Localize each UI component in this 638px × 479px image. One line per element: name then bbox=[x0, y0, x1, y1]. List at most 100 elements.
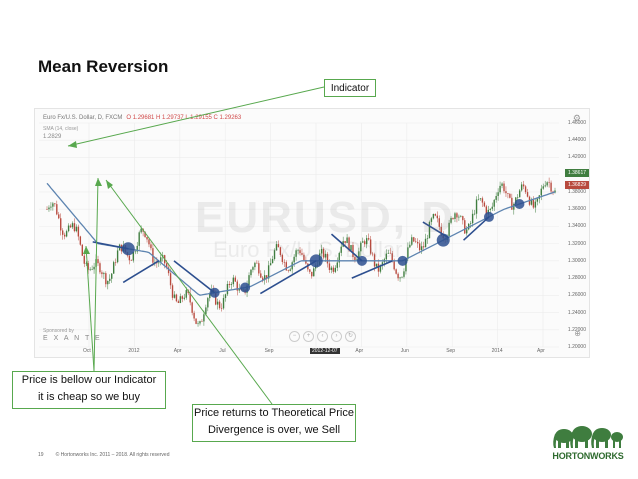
buy-callout: Price is bellow our Indicator it is chea… bbox=[12, 371, 166, 409]
candle-body bbox=[501, 183, 503, 186]
y-tick-label: 1.24000 bbox=[567, 309, 586, 316]
candle-body bbox=[136, 245, 138, 252]
candle-body bbox=[532, 199, 535, 208]
candle-body bbox=[83, 255, 85, 264]
candle-body bbox=[454, 213, 456, 220]
zoom-in-icon[interactable]: + bbox=[303, 331, 314, 342]
candle-body bbox=[422, 246, 425, 248]
reversion-stroke bbox=[173, 260, 216, 294]
candle-body bbox=[377, 263, 380, 272]
candle-body bbox=[134, 251, 136, 253]
reversion-marker bbox=[514, 198, 525, 209]
candle-body bbox=[46, 209, 48, 210]
candle-body bbox=[264, 275, 266, 281]
y-tick-label: 1.36000 bbox=[567, 206, 586, 213]
y-tick-label: 1.34000 bbox=[567, 223, 586, 230]
candle-body bbox=[324, 253, 327, 258]
candle-body bbox=[205, 307, 207, 315]
candle-body bbox=[362, 241, 364, 243]
candle-body bbox=[546, 182, 548, 186]
candle-body bbox=[128, 255, 131, 261]
candle-body bbox=[252, 267, 254, 270]
candle-body bbox=[481, 198, 484, 203]
candle-body bbox=[375, 263, 378, 267]
hortonworks-logo: HORTONWORKS bbox=[552, 424, 624, 466]
candle-body bbox=[479, 198, 482, 200]
candle-body bbox=[364, 241, 366, 245]
candle-body bbox=[403, 271, 405, 277]
candle-body bbox=[234, 277, 236, 282]
candle-body bbox=[54, 203, 56, 205]
candle-body bbox=[309, 269, 311, 272]
y-tick-label: 1.22000 bbox=[567, 326, 586, 333]
candle-body bbox=[50, 206, 52, 208]
x-tick-label: Sep bbox=[446, 348, 456, 354]
price-tag: 1.38617 bbox=[565, 169, 589, 177]
candle-body bbox=[356, 259, 358, 261]
candle-body bbox=[283, 261, 286, 263]
candle-body bbox=[477, 199, 480, 200]
candle-body bbox=[71, 223, 74, 228]
candle-body bbox=[111, 273, 113, 279]
candle-body bbox=[224, 294, 227, 299]
candle-body bbox=[548, 182, 550, 183]
x-tick-label: Apr bbox=[173, 348, 182, 354]
candle-body bbox=[248, 275, 250, 286]
candle-body bbox=[330, 267, 333, 270]
candle-body bbox=[411, 237, 413, 245]
candle-body bbox=[101, 272, 103, 275]
candle-body bbox=[271, 258, 274, 264]
candle-body bbox=[277, 244, 280, 248]
candle-body bbox=[311, 271, 313, 277]
zoom-out-icon[interactable]: − bbox=[289, 331, 300, 342]
candle-body bbox=[195, 318, 197, 324]
x-tick-label: 2012-12-07 bbox=[310, 348, 340, 354]
candle-body bbox=[116, 250, 119, 263]
indicator-leader bbox=[67, 86, 325, 147]
candle-body bbox=[415, 241, 417, 243]
candle-body bbox=[58, 214, 60, 219]
candle-body bbox=[262, 277, 264, 281]
gear-icon[interactable]: ⚙ bbox=[572, 113, 581, 123]
y-tick-label: 1.32000 bbox=[567, 240, 586, 247]
reset-icon[interactable]: ↻ bbox=[345, 331, 356, 342]
candle-body bbox=[485, 206, 488, 215]
candle-body bbox=[146, 236, 148, 240]
candle-body bbox=[354, 257, 356, 261]
scroll-right-icon[interactable]: › bbox=[331, 331, 342, 342]
reversion-stroke bbox=[259, 260, 317, 295]
x-tick-label: Jun bbox=[400, 348, 409, 354]
price-chart[interactable]: EURUSD, D Euro Fx/U.S. Dollar Euro Fx/U.… bbox=[34, 108, 590, 358]
plus-icon[interactable]: ⊕ bbox=[574, 329, 581, 338]
candle-body bbox=[75, 226, 78, 232]
candle-body bbox=[369, 239, 372, 254]
candle-body bbox=[352, 245, 354, 258]
candle-body bbox=[517, 197, 519, 198]
candle-body bbox=[297, 250, 299, 251]
x-axis: Oct 2012 Apr Jul Sep 2012-12-07 Apr Jun Sep 2014 A… bbox=[35, 347, 589, 357]
candle-body bbox=[536, 198, 539, 202]
reversion-marker bbox=[397, 255, 408, 266]
candle-body bbox=[391, 253, 393, 261]
candle-body bbox=[397, 273, 399, 279]
candle-body bbox=[413, 237, 415, 242]
candle-body bbox=[105, 273, 107, 285]
reversion-stroke bbox=[351, 260, 393, 279]
chart-watermark-sub: Euro Fx/U.S. Dollar bbox=[213, 237, 403, 262]
candle-body bbox=[489, 208, 491, 210]
candle-body bbox=[267, 265, 270, 279]
candle-body bbox=[322, 248, 325, 258]
sponsor-brand: E X A N T E bbox=[43, 335, 102, 342]
indicator-arrowhead bbox=[68, 141, 77, 148]
reversion-marker bbox=[240, 282, 251, 293]
candle-body bbox=[495, 195, 497, 200]
indicator-callout: Indicator bbox=[324, 79, 376, 97]
chart-header: Euro Fx/U.S. Dollar, D, FXCM O 1.29681 H … bbox=[43, 115, 241, 121]
candle-body bbox=[222, 298, 225, 309]
candle-body bbox=[399, 277, 401, 279]
candle-body bbox=[201, 321, 203, 322]
chart-controls[interactable]: − + ‹ › ↻ bbox=[289, 331, 359, 342]
candle-body bbox=[407, 247, 409, 259]
scroll-left-icon[interactable]: ‹ bbox=[317, 331, 328, 342]
